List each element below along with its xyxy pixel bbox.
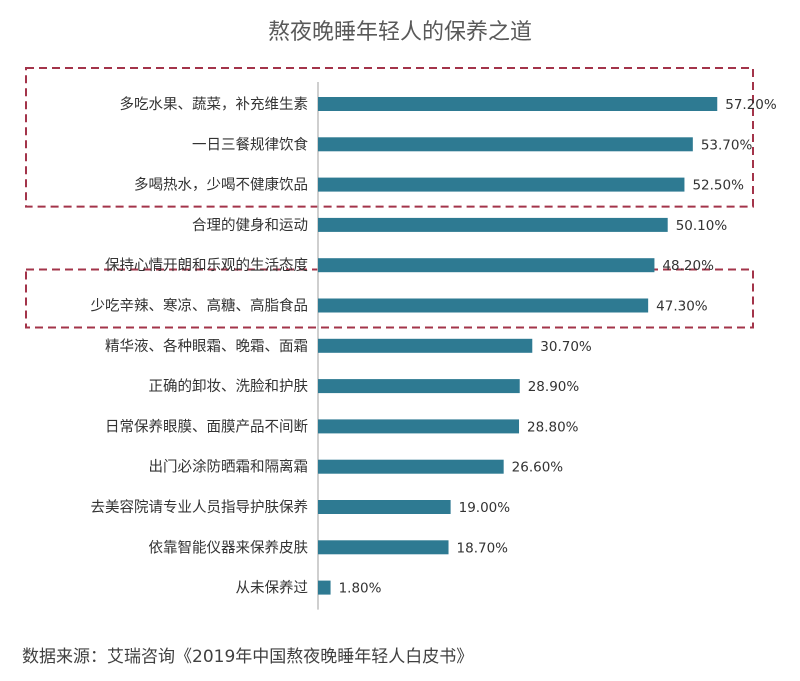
category-label-5: 保持心情开朗和乐观的生活态度 [105, 257, 308, 274]
chart-title: 熬夜晚睡年轻人的保养之道 [267, 20, 532, 45]
category-label-9: 日常保养眼膜、面膜产品不间断 [105, 418, 308, 435]
bar-1 [318, 97, 718, 111]
bar-2 [318, 137, 693, 152]
value-label-12: 18.70% [457, 540, 509, 556]
bar-6 [318, 298, 649, 313]
bar-13 [318, 580, 331, 595]
category-label-11: 去美容院请专业人员指导护肤保养 [91, 499, 309, 516]
value-label-5: 48.20% [662, 258, 714, 274]
value-label-11: 19.00% [459, 500, 511, 516]
category-label-10: 出门必涂防晒霜和隔离霜 [149, 459, 309, 476]
bar-7 [318, 338, 533, 353]
highlight-box-2 [25, 268, 754, 329]
category-labels: 多吃水果、蔬菜，补充维生素一日三餐规律饮食多喝热水，少喝不健康饮品合理的健身和运… [91, 96, 309, 597]
category-label-2: 一日三餐规律饮食 [192, 136, 308, 153]
value-label-7: 30.70% [540, 339, 592, 355]
category-label-12: 依靠智能仪器来保养皮肤 [149, 539, 309, 556]
category-label-13: 从未保养过 [236, 580, 309, 597]
bar-9 [318, 419, 520, 434]
bar-8 [318, 379, 520, 394]
bar-4 [318, 217, 668, 232]
value-label-9: 28.80% [527, 419, 579, 435]
bar-5 [318, 258, 655, 273]
category-label-7: 精华液、各种眼霜、晚霜、面霜 [105, 338, 308, 355]
bar-12 [318, 540, 449, 555]
value-label-13: 1.80% [339, 581, 382, 597]
category-label-1: 多吃水果、蔬菜，补充维生素 [120, 96, 309, 113]
value-label-1: 57.20% [725, 97, 777, 113]
highlight-layer [25, 67, 754, 329]
value-label-6: 47.30% [656, 299, 708, 315]
bar-11 [318, 500, 451, 514]
category-label-8: 正确的卸妆、洗脸和护肤 [149, 378, 309, 395]
value-label-2: 53.70% [701, 137, 753, 153]
value-label-10: 26.60% [512, 460, 564, 476]
value-label-8: 28.90% [528, 379, 580, 395]
value-label-3: 52.50% [692, 178, 744, 194]
category-label-3: 多喝热水，少喝不健康饮品 [134, 177, 308, 194]
category-label-6: 少吃辛辣、寒凉、高糖、高脂食品 [91, 297, 309, 315]
category-label-4: 合理的健身和运动 [192, 217, 308, 234]
bar-10 [318, 459, 504, 474]
value-labels: 57.20% 53.70% 52.50% 50.10% 48.20% 47.30% 30.7… [339, 97, 777, 597]
bars-layer [318, 97, 718, 595]
source-note: 数据来源：艾瑞咨询《2019年中国熬夜晚睡年轻人白皮书》 [22, 647, 474, 667]
value-label-4: 50.10% [676, 218, 728, 234]
highlight-box-1 [25, 67, 754, 208]
bar-3 [318, 177, 685, 192]
